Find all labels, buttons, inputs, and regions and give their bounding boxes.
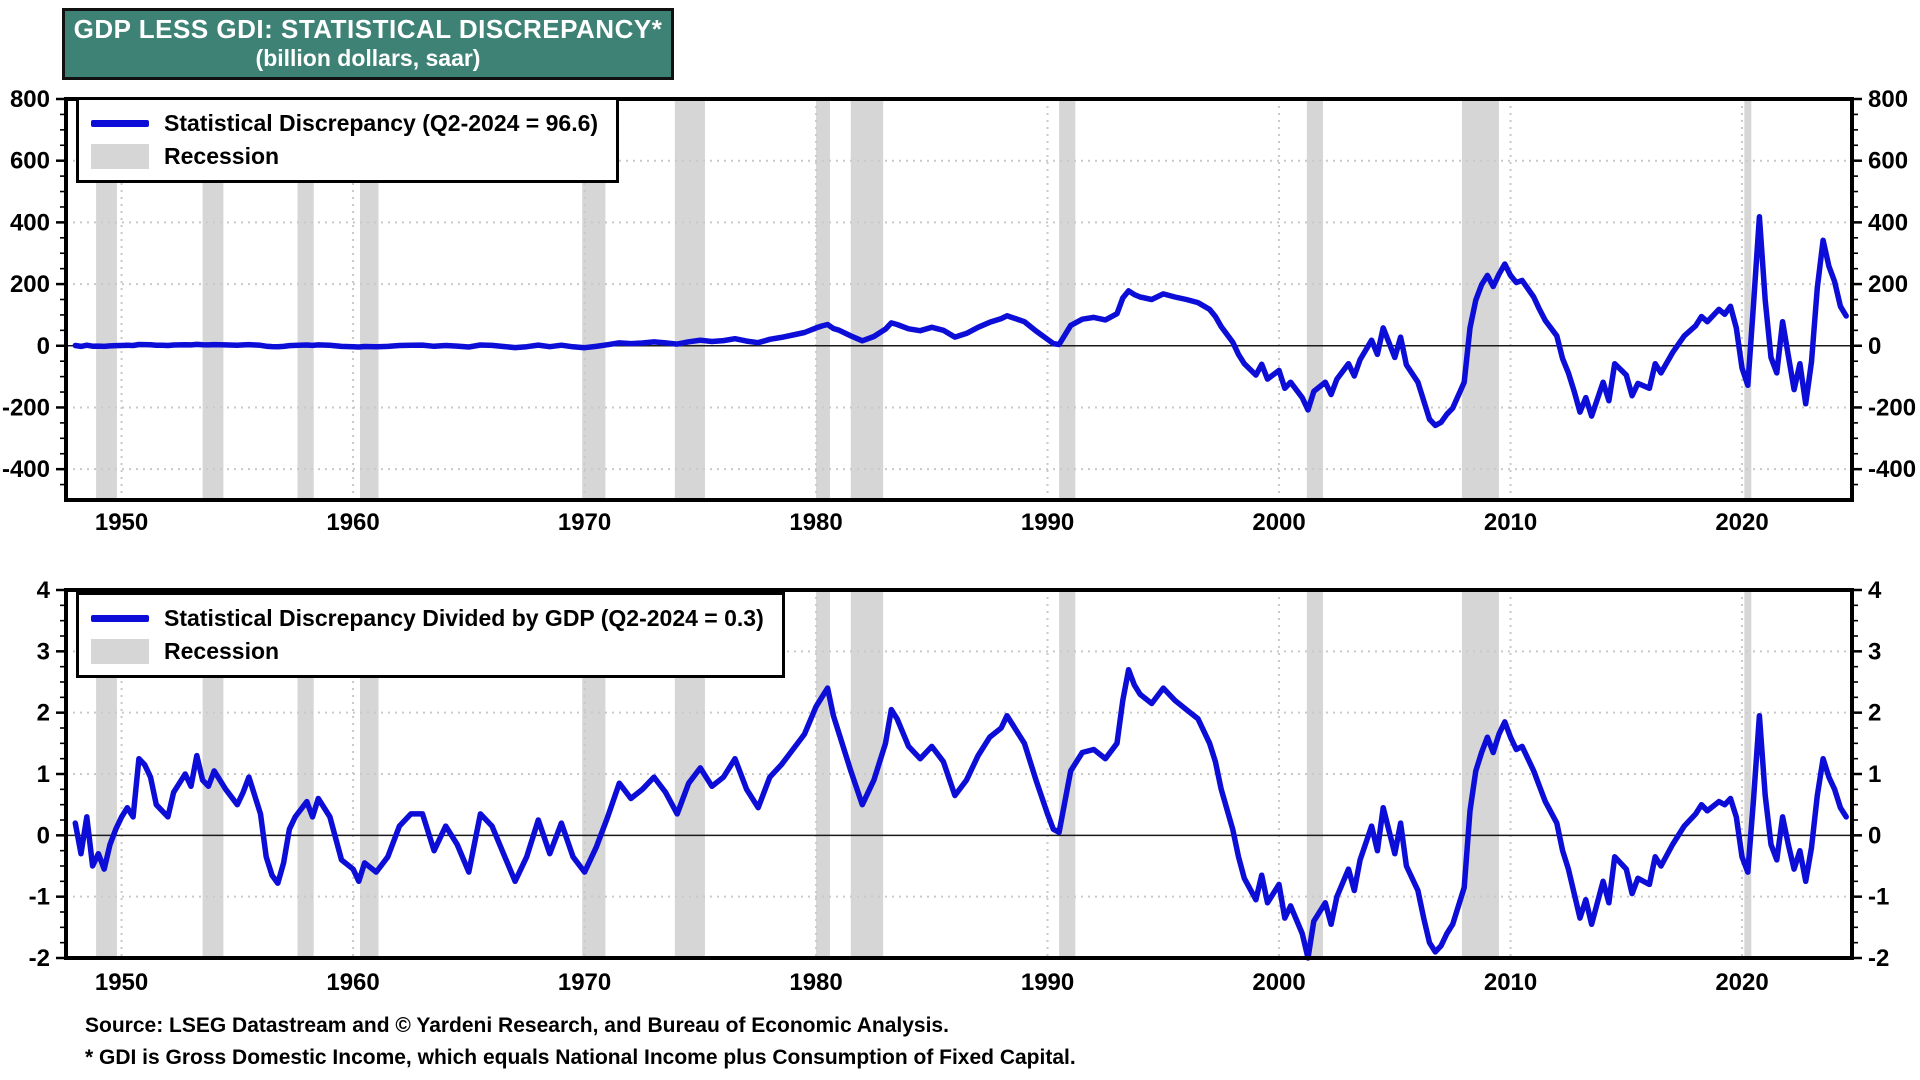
y-tick-label: 4 [37,577,51,604]
y-tick-label: 4 [1868,577,1882,604]
statistical-discrepancy-percent-of-gdp-canvas: 4 4 3 3 2 2 1 1 0 0 -1 -1 -2 -2 1950 1960 1970 1980 1990 20… [29,577,1890,996]
x-tick-label: 1960 [326,509,379,536]
recession-band [1306,99,1324,500]
y-tick-label: 800 [10,86,50,113]
x-tick-label: 1980 [789,969,842,996]
plot-frame [64,97,1854,502]
recession-band [360,99,379,500]
x-tick-label: 2000 [1252,509,1305,536]
y-tick-label: 2 [37,700,50,727]
x-tick-label: 1970 [558,969,611,996]
y-tick-label: 0 [37,333,50,360]
legend-recession-label: Recession [164,143,280,169]
y-tick-label: 800 [1868,86,1908,113]
recession-band [1059,99,1076,500]
legend-item-recession: Recession [91,635,764,668]
y-tick-label: 200 [10,271,50,298]
y-tick-label: -2 [1868,945,1889,972]
legend-item-recession: Recession [91,140,598,173]
recession-band [1461,99,1499,500]
page-title: GDP LESS GDI: STATISTICAL DISCREPANCY* [73,14,663,45]
y-tick-label: 600 [1868,148,1908,175]
x-tick-label: 1980 [789,509,842,536]
recession-band [816,99,830,500]
page-subtitle: (billion dollars, saar) [255,45,481,72]
y-tick-label: 3 [1868,638,1881,665]
plot-frame [64,588,1854,960]
recession-band [1306,590,1324,958]
legend-series-label: Statistical Discrepancy Divided by GDP (… [164,605,764,631]
legend-item-series: Statistical Discrepancy Divided by GDP (… [91,602,764,635]
legend-recession-label: Recession [164,638,280,664]
recession-band [850,99,884,500]
y-tick-label: -2 [29,945,50,972]
y-tick-label: -400 [2,456,50,483]
recession-band [202,99,224,500]
recession-band [582,99,606,500]
x-tick-label: 1990 [1021,509,1074,536]
top-chart-legend: Statistical Discrepancy (Q2-2024 = 96.6)… [76,97,620,183]
recession-swatch [91,639,149,664]
recession-swatch [91,144,149,169]
x-tick-label: 1990 [1021,969,1074,996]
x-tick-label: 2010 [1484,509,1537,536]
x-tick-label: 2020 [1715,969,1768,996]
recession-band [96,99,117,500]
series-line-swatch [91,615,149,622]
y-tick-label: 400 [10,209,50,236]
legend-item-series: Statistical Discrepancy (Q2-2024 = 96.6) [91,107,598,140]
legend-series-label: Statistical Discrepancy (Q2-2024 = 96.6) [164,110,599,136]
y-tick-label: -200 [2,394,50,421]
y-tick-label: 600 [10,148,50,175]
x-tick-label: 1950 [95,509,148,536]
bottom-chart: 4 4 3 3 2 2 1 1 0 0 -1 -1 -2 -2 1950 1960 1970 1980 1990 20… [0,560,1920,1020]
y-tick-label: 400 [1868,209,1908,236]
y-tick-label: 1 [37,761,50,788]
series-line-swatch [91,120,149,127]
series-line [72,214,1849,429]
y-tick-label: 0 [1868,333,1881,360]
x-tick-label: 2010 [1484,969,1537,996]
x-tick-label: 1960 [326,969,379,996]
bottom-chart-legend: Statistical Discrepancy Divided by GDP (… [76,592,785,678]
y-tick-label: 0 [37,822,50,849]
recession-band [1744,99,1752,500]
y-tick-label: 2 [1868,700,1881,727]
x-tick-label: 1970 [558,509,611,536]
x-tick-label: 1950 [95,969,148,996]
x-tick-label: 2000 [1252,969,1305,996]
y-tick-label: 3 [37,638,50,665]
footnote: * GDI is Gross Domestic Income, which eq… [85,1046,1076,1069]
recession-band [297,99,314,500]
y-tick-label: -400 [1868,456,1916,483]
y-tick-label: -1 [29,884,50,911]
top-chart: 800 800 600 600 400 400 200 200 0 0 -200 -200 -400 -4… [0,80,1920,560]
y-tick-label: -1 [1868,884,1889,911]
series-line [72,666,1849,961]
y-tick-label: 1 [1868,761,1881,788]
y-tick-label: -200 [1868,394,1916,421]
y-tick-label: 0 [1868,822,1881,849]
x-tick-label: 2020 [1715,509,1768,536]
y-tick-label: 200 [1868,271,1908,298]
source-note: Source: LSEG Datastream and © Yardeni Re… [85,1014,949,1037]
recession-band [674,99,705,500]
title-box: GDP LESS GDI: STATISTICAL DISCREPANCY* (… [62,8,674,80]
